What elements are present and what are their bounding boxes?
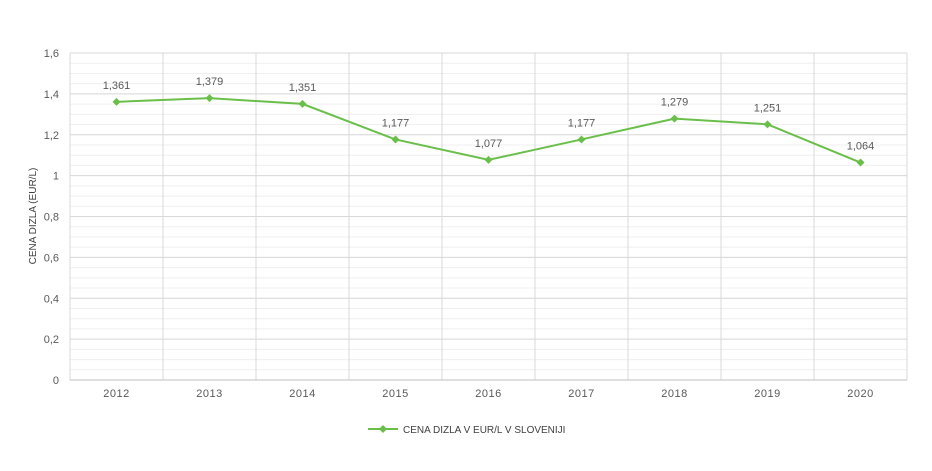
y-tick-label: 0 xyxy=(53,375,59,387)
x-tick-label: 2014 xyxy=(289,388,315,400)
series-line xyxy=(116,97,861,164)
y-tick-label: 0,6 xyxy=(44,252,59,264)
y-tick-label: 1,2 xyxy=(44,130,59,142)
y-tick-label: 1 xyxy=(53,171,59,183)
data-point-marker xyxy=(577,135,586,144)
series: 1,361 1,379 1,351 1,177 1,077 1,177 1,279 1,251… xyxy=(103,76,875,167)
x-tick-label: 2017 xyxy=(568,388,594,400)
legend-diamond-marker xyxy=(379,425,387,433)
data-label: 1,064 xyxy=(847,141,875,153)
y-tick-label: 0,4 xyxy=(44,293,59,305)
x-tick-label: 2020 xyxy=(847,388,873,400)
grid xyxy=(69,52,908,381)
data-label: 1,361 xyxy=(103,80,131,92)
data-point-marker xyxy=(112,97,121,106)
y-axis-label: CENA DIZLA (EUR/L) xyxy=(28,168,39,265)
y-tick-label: 0,8 xyxy=(44,212,59,224)
y-tick-label: 1,4 xyxy=(44,89,59,101)
data-label: 1,177 xyxy=(382,117,410,129)
x-axis-ticks: 2012 2013 2014 2015 2016 2017 2018 2019 2020 xyxy=(103,388,873,400)
y-axis-ticks: 0 0,2 0,4 0,6 0,8 1 1,2 1,4 1,6 xyxy=(44,48,59,387)
data-label: 1,279 xyxy=(661,97,689,109)
data-label: 1,379 xyxy=(196,76,224,88)
data-label: 1,077 xyxy=(475,138,503,150)
data-point-marker xyxy=(856,158,865,167)
y-tick-label: 0,2 xyxy=(44,334,59,346)
x-tick-label: 2016 xyxy=(475,388,501,400)
data-point-marker xyxy=(484,155,493,164)
x-tick-label: 2015 xyxy=(382,388,408,400)
legend: CENA DIZLA V EUR/L V SLOVENIJI xyxy=(368,425,565,436)
data-label: 1,177 xyxy=(568,117,596,129)
x-tick-label: 2012 xyxy=(103,388,129,400)
data-label: 1,351 xyxy=(289,82,317,94)
data-point-marker xyxy=(763,120,772,129)
data-point-marker xyxy=(205,94,214,103)
x-tick-label: 2019 xyxy=(754,388,780,400)
y-tick-label: 1,6 xyxy=(44,48,59,60)
data-point-marker xyxy=(298,99,307,108)
x-tick-label: 2013 xyxy=(196,388,222,400)
x-tick-label: 2018 xyxy=(661,388,687,400)
data-label: 1,251 xyxy=(754,102,782,114)
data-point-marker xyxy=(391,135,400,144)
legend-label: CENA DIZLA V EUR/L V SLOVENIJI xyxy=(403,425,565,436)
data-point-marker xyxy=(670,114,679,123)
